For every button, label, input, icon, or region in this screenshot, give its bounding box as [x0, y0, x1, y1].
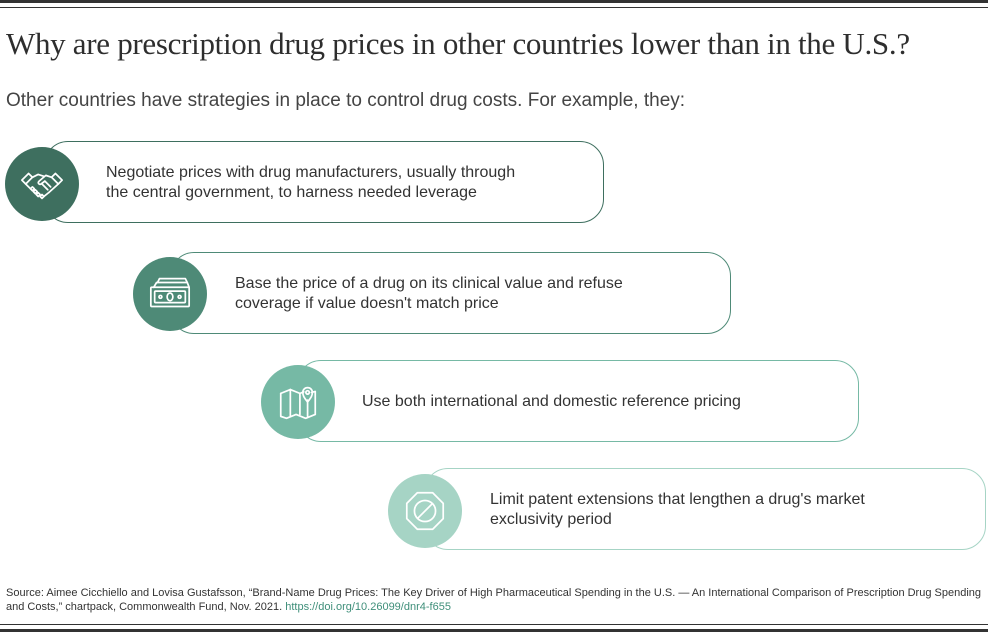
strategy-text-line: the central government, to harness neede… [106, 184, 477, 201]
strategy-text-line: Use both international and domestic refe… [362, 393, 741, 410]
top-border-thin [0, 7, 988, 8]
strategy-circle-patent-extensions [388, 474, 462, 548]
source-doi-link[interactable]: https://doi.org/10.26099/dnr4-f655 [285, 601, 451, 613]
strategy-circle-negotiate [5, 147, 79, 221]
page-subtitle: Other countries have strategies in place… [6, 90, 686, 111]
strategy-card-clinical-value [170, 252, 731, 334]
map-pin-icon [279, 386, 317, 420]
handshake-icon [21, 172, 63, 200]
strategy-card-patent-extensions [424, 468, 986, 550]
strategy-text-line: Limit patent extensions that lengthen a … [490, 491, 865, 508]
strategy-card-negotiate [44, 141, 604, 223]
strategy-text-negotiate: Negotiate prices with drug manufacturers… [106, 163, 515, 203]
strategy-text-line: exclusivity period [490, 511, 612, 528]
source-note: Source: Aimee Cicchiello and Lovisa Gust… [6, 586, 981, 614]
strategy-text-line: coverage if value doesn't match price [235, 295, 499, 312]
source-text: Source: Aimee Cicchiello and Lovisa Gust… [6, 587, 981, 613]
bottom-border-thin [0, 624, 988, 625]
page-title: Why are prescription drug prices in othe… [6, 26, 910, 61]
strategy-text-reference-pricing: Use both international and domestic refe… [362, 392, 741, 412]
strategy-text-patent-extensions: Limit patent extensions that lengthen a … [490, 490, 865, 530]
bottom-border-thick [0, 629, 988, 632]
strategy-circle-clinical-value [133, 257, 207, 331]
strategy-circle-reference-pricing [261, 365, 335, 439]
money-icon [149, 277, 191, 308]
strategy-text-clinical-value: Base the price of a drug on its clinical… [235, 274, 623, 314]
strategy-card-reference-pricing [297, 360, 859, 442]
prohibited-icon [405, 491, 445, 531]
strategy-text-line: Negotiate prices with drug manufacturers… [106, 164, 516, 181]
strategy-text-line: Base the price of a drug on its clinical… [235, 275, 623, 292]
top-border-thick [0, 0, 988, 3]
